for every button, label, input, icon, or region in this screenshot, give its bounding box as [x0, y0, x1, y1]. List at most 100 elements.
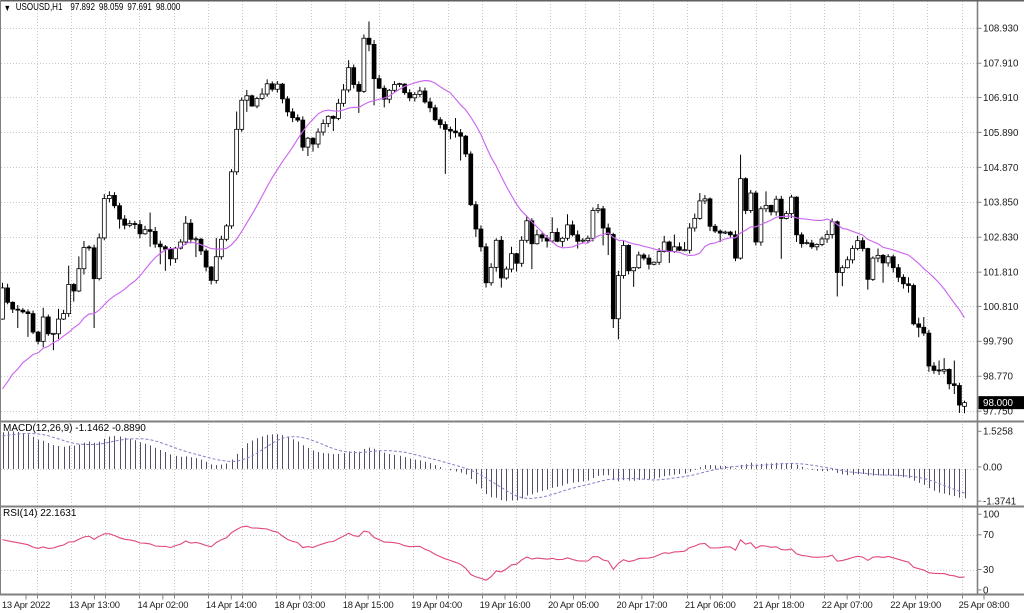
time-axis-label: 13 Apr 13:00: [69, 599, 120, 610]
candle: [616, 270, 621, 340]
candle: [234, 111, 239, 175]
time-axis-label: 22 Apr 07:00: [822, 599, 873, 610]
candle: [61, 309, 66, 320]
candle: [753, 190, 759, 246]
candle: [610, 232, 616, 328]
price-axis-label: 105.890: [983, 128, 1019, 139]
candle: [600, 205, 606, 246]
candle: [534, 229, 540, 245]
candle: [86, 245, 92, 251]
candle: [315, 128, 321, 148]
candle: [5, 283, 10, 305]
macd-value: -1.1462: [75, 423, 110, 434]
candle: [661, 235, 667, 253]
time-axis-label: 20 Apr 17:00: [616, 599, 667, 610]
macd-axis-label: -1.3741: [983, 497, 1016, 508]
time-axis-label: 14 Apr 14:00: [206, 599, 257, 610]
candle: [636, 251, 642, 269]
candle: [585, 235, 591, 244]
candle: [763, 191, 769, 213]
candle: [397, 82, 402, 88]
candle: [0, 282, 5, 320]
price-axis-label: 103.850: [983, 198, 1019, 209]
candle: [468, 151, 474, 207]
candle: [819, 236, 825, 247]
candle: [193, 236, 199, 258]
candle: [621, 241, 626, 279]
candle: [137, 220, 143, 239]
candle: [463, 134, 469, 158]
candle: [453, 118, 458, 138]
candle: [366, 21, 372, 52]
candle: [127, 220, 133, 228]
candle: [728, 230, 733, 238]
candle: [254, 96, 260, 109]
candle: [122, 215, 128, 230]
candle: [392, 81, 397, 93]
candle: [290, 108, 295, 123]
candle: [488, 263, 494, 286]
candle: [560, 236, 565, 247]
candle: [646, 254, 652, 270]
candle: [493, 238, 499, 272]
price-axis-label: 107.910: [983, 59, 1019, 70]
candle: [697, 193, 703, 220]
price-axis-label: 98.770: [983, 372, 1014, 383]
candle: [346, 60, 351, 93]
pane-separator-rsi[interactable]: [0, 505, 1024, 508]
candle: [504, 266, 509, 280]
rsi-axis: 100 70 30 0: [977, 510, 1000, 596]
candle: [20, 308, 26, 314]
axis-separator[interactable]: [0, 593, 1024, 596]
candle: [901, 274, 906, 289]
candle: [30, 310, 36, 335]
candle: [651, 261, 657, 266]
candle: [824, 230, 830, 243]
price-axis-label: 99.790: [983, 337, 1014, 348]
rsi-value: 22.1631: [40, 508, 77, 519]
time-axis-label: 25 Apr 08:00: [959, 599, 1010, 610]
candle: [804, 239, 810, 245]
candle: [157, 240, 163, 265]
candle: [605, 223, 611, 256]
candle: [112, 192, 117, 209]
candle: [840, 265, 845, 287]
pane-separator-macd[interactable]: [0, 420, 1024, 423]
macd-indicator-label: MACD(12,26,9) -1.1462 -0.8890: [3, 423, 146, 434]
price-axis-label: 106.910: [983, 93, 1019, 104]
quote-close: 98.000: [155, 2, 181, 13]
rsi-label-text: RSI(14): [3, 508, 38, 519]
candle: [549, 217, 555, 243]
candle: [962, 400, 967, 414]
candle: [381, 85, 387, 108]
candle: [244, 89, 250, 112]
candle: [432, 104, 438, 122]
quote-high: 98.059: [98, 2, 124, 13]
candle: [941, 358, 947, 375]
candle: [295, 114, 301, 123]
quote-open: 97.892: [70, 2, 95, 13]
candle: [936, 360, 942, 375]
candle: [524, 215, 530, 243]
candle: [351, 64, 357, 89]
candle: [330, 115, 336, 132]
candle: [514, 252, 519, 272]
collapse-arrow-icon[interactable]: ▼: [3, 3, 11, 13]
candle: [478, 225, 484, 252]
candle: [417, 86, 423, 98]
ma-line: [2, 79, 965, 390]
time-axis-label: 19 Apr 16:00: [480, 599, 531, 610]
candle: [15, 305, 21, 328]
candle: [595, 203, 601, 214]
candles-layer: [0, 21, 967, 414]
candle: [269, 81, 275, 92]
candle: [911, 283, 916, 326]
candle: [147, 212, 153, 247]
candle: [183, 215, 189, 245]
candle: [890, 254, 896, 273]
quote-low: 97.691: [127, 2, 152, 13]
candle: [809, 239, 815, 249]
time-axis-label: 19 Apr 04:00: [411, 599, 462, 610]
candle: [51, 332, 56, 351]
